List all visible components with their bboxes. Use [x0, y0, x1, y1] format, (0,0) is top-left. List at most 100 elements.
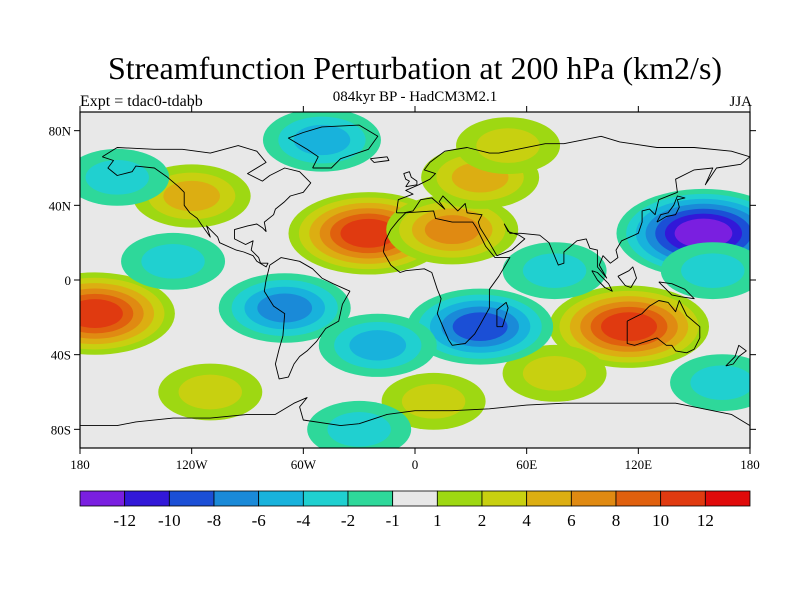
lat-label: 80N [49, 124, 72, 139]
anomaly-contour [327, 412, 391, 447]
coast-new-guinea [658, 281, 695, 300]
lat-label: 80S [51, 422, 71, 437]
colorbar-swatch [704, 490, 751, 507]
anomaly-greenland-low [262, 112, 381, 172]
season-label: JJA [729, 94, 752, 110]
lat-label: 40S [51, 348, 71, 363]
coast-britain [403, 171, 418, 188]
colorbar-label: 6 [567, 511, 576, 530]
lat-label: 0 [65, 273, 72, 288]
anomaly-contour [476, 128, 540, 163]
colorbar-label: -6 [252, 511, 266, 530]
lon-label: 0 [412, 457, 419, 472]
lat-label: 40N [49, 198, 72, 213]
coastlines [80, 124, 750, 427]
chart-subtitle: 084kyr BP - HadCM3M2.1 [332, 89, 498, 105]
anomaly-southern-ocean-low [307, 400, 412, 448]
coast-iceland [369, 156, 390, 163]
anomaly-contour [85, 160, 149, 195]
lon-label: 180 [740, 457, 760, 472]
coast-antarctica [80, 397, 750, 427]
colorbar-swatch [258, 490, 304, 507]
colorbar-swatch [79, 490, 126, 507]
anomaly-contour [80, 299, 123, 329]
colorbar: -12 -10 -8 -6 -4 -2 -1 1 2 4 6 8 10 12 [79, 490, 751, 530]
coast-borneo [617, 266, 637, 288]
anomaly-contour [674, 218, 733, 249]
anomaly-pacific-low [660, 242, 750, 300]
colorbar-label: -4 [296, 511, 311, 530]
anomaly-south-africa-low [407, 288, 554, 365]
colorbar-label: 12 [697, 511, 714, 530]
coast-north-america [102, 145, 312, 268]
lon-label: 60E [516, 457, 537, 472]
anomaly-contour [522, 356, 587, 391]
anomaly-contour [141, 244, 205, 279]
colorbar-swatch [213, 490, 260, 507]
colorbar-swatch [570, 490, 617, 507]
coast-sumatra [591, 270, 613, 292]
lon-label: 120E [625, 457, 653, 472]
anomaly-contour [340, 218, 397, 248]
colorbar-swatch [660, 490, 706, 507]
colorbar-label: 8 [612, 511, 621, 530]
coast-south-america [263, 257, 351, 380]
anomaly-antarctic-atlantic-high [381, 372, 486, 430]
lon-label: 60W [291, 457, 317, 472]
coast-africa [382, 210, 511, 346]
longitude-axis: 180 120W 60W 0 60E 120E 180 [70, 106, 760, 472]
colorbar-swatch [168, 490, 215, 507]
colorbar-label: -12 [113, 511, 136, 530]
colorbar-label: -1 [386, 511, 400, 530]
anomaly-field [80, 112, 750, 448]
colorbar-swatch [302, 490, 349, 507]
colorbar-swatch [124, 490, 170, 507]
chart-title: Streamfunction Perturbation at 200 hPa (… [107, 50, 723, 86]
anomaly-south-indian-high [502, 344, 607, 402]
anomaly-indian-ocean-low [502, 242, 607, 300]
anomaly-south-pacific-high [80, 272, 175, 355]
anomaly-contour [424, 215, 480, 245]
coast-eurasia [395, 135, 750, 279]
latitude-axis: 80N 40N 0 40S 80S [49, 124, 756, 437]
anomaly-southwest-pacific-low [670, 354, 750, 412]
anomaly-contour [522, 253, 587, 288]
coast-greenland [287, 124, 379, 169]
coast-australia [626, 300, 701, 354]
anomaly-contour [452, 312, 508, 341]
lon-label: 180 [70, 457, 90, 472]
colorbar-swatch [436, 490, 483, 507]
colorbar-swatch [392, 490, 438, 507]
anomaly-contour [163, 180, 220, 212]
anomaly-east-pacific-low [121, 232, 226, 290]
anomaly-contour [178, 374, 242, 410]
colorbar-swatch [615, 490, 662, 507]
colorbar-label: 10 [652, 511, 669, 530]
anomaly-north-pacific-low [80, 148, 170, 206]
anomaly-southeast-pacific-high [158, 363, 263, 421]
colorbar-label: 4 [522, 511, 531, 530]
experiment-label: Expt = tdac0-tdabb [80, 93, 203, 110]
anomaly-contour [690, 365, 750, 400]
colorbar-swatch [347, 490, 394, 507]
anomaly-south-america-low [218, 273, 351, 343]
anomaly-south-atlantic-low [318, 313, 437, 377]
coast-new-zealand [725, 344, 747, 367]
anomaly-contour [681, 253, 745, 288]
colorbar-label: 1 [433, 511, 442, 530]
colorbar-label: -8 [207, 511, 221, 530]
colorbar-swatch [526, 490, 572, 507]
anomaly-contour [257, 293, 313, 323]
lon-label: 120W [176, 457, 209, 472]
anomaly-contour [293, 124, 351, 156]
colorbar-label: 2 [478, 511, 487, 530]
coast-japan [656, 195, 686, 223]
coast-madagascar [496, 301, 509, 328]
colorbar-swatch [481, 490, 528, 507]
anomaly-contour [401, 384, 466, 419]
colorbar-label: -10 [158, 511, 181, 530]
anomaly-contour [601, 312, 658, 342]
anomaly-contour [349, 330, 407, 361]
colorbar-label: -2 [341, 511, 355, 530]
